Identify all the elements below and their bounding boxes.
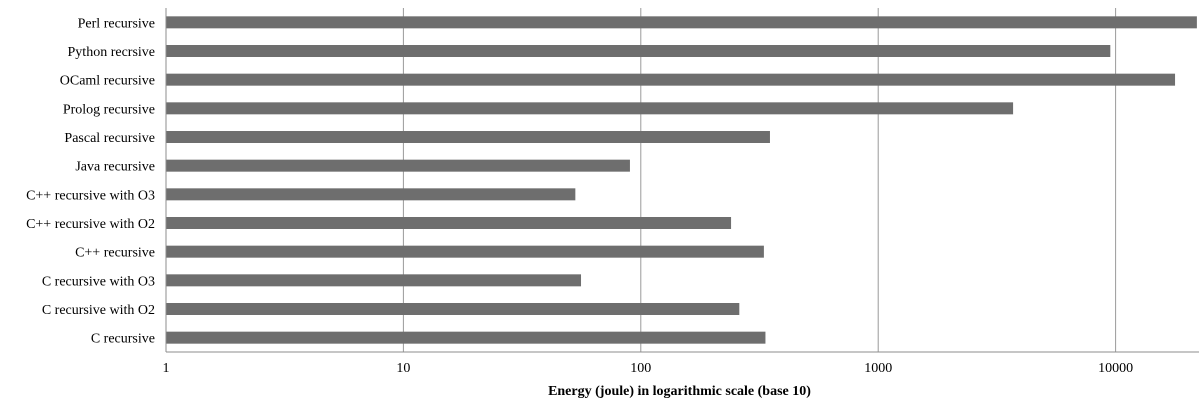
x-tick-label-10000: 10000 (1098, 361, 1133, 376)
category-label: C++ recursive with O3 (26, 188, 155, 203)
bar-python-recrsive (166, 45, 1111, 57)
bar-c-recursive-with-o3 (166, 274, 582, 287)
x-tick-label-1000: 1000 (864, 361, 892, 376)
bar-c-recursive (166, 245, 764, 258)
bar-c-recursive-with-o2 (166, 303, 740, 315)
bar-ocaml-recursive (166, 73, 1176, 86)
x-tick-label-100: 100 (630, 361, 651, 376)
bar-c-recursive (166, 331, 766, 344)
category-labels: Perl recursive Python recrsive OCaml recur… (26, 16, 155, 346)
x-tick-labels: 1 10 100 1000 10000 (163, 361, 1134, 376)
bar-c-recursive-with-o3 (166, 188, 576, 201)
category-label: Perl recursive (78, 16, 155, 31)
bar-prolog-recursive (166, 102, 1014, 115)
bar-pascal-recursive (166, 131, 770, 143)
bar-perl-recursive (166, 16, 1197, 29)
bar-c-recursive-with-o2 (166, 217, 732, 229)
category-label: C++ recursive (75, 246, 155, 261)
category-label: C recursive with O2 (42, 303, 155, 318)
x-axis-title: Energy (joule) in logarithmic scale (bas… (548, 384, 811, 399)
grid-layer (402, 8, 1117, 352)
category-label: Java recursive (75, 160, 155, 175)
category-label: C recursive with O3 (42, 274, 155, 289)
category-label: C++ recursive with O2 (26, 217, 155, 232)
category-label: OCaml recursive (60, 74, 155, 89)
category-label: C recursive (91, 332, 155, 347)
x-tick-label-10: 10 (396, 361, 410, 376)
category-label: Prolog recursive (63, 102, 155, 117)
category-label: Pascal recursive (64, 131, 155, 146)
bar-java-recursive (166, 159, 630, 172)
category-label: Python recrsive (68, 45, 155, 60)
x-tick-label-1: 1 (163, 361, 170, 376)
bar-layer (166, 16, 1197, 344)
